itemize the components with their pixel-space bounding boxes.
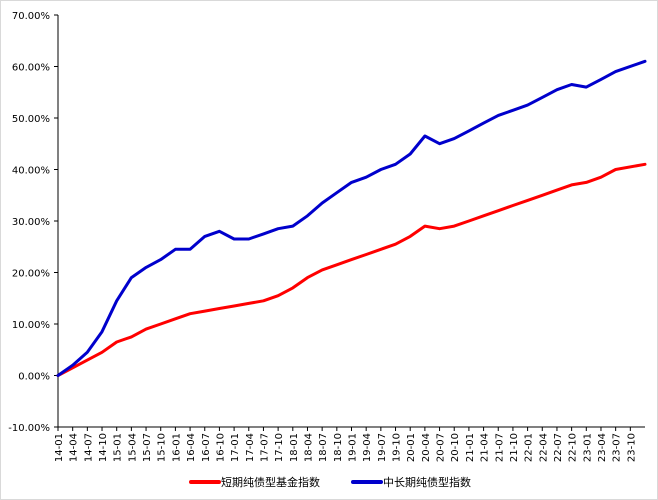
x-tick-label: 23-04: [597, 433, 608, 462]
x-tick-label: 16-07: [201, 433, 212, 462]
x-tick-label: 21-07: [494, 433, 505, 462]
x-tick-label: 19-01: [348, 433, 359, 462]
axes: [57, 15, 645, 428]
y-tick-label: 30.00%: [12, 217, 50, 228]
x-tick-label: 15-10: [157, 433, 168, 462]
x-tick-label: 20-04: [421, 433, 432, 462]
x-tick-label: 21-10: [509, 433, 520, 462]
y-tick-label: -10.00%: [8, 423, 50, 434]
x-tick-label: 16-01: [171, 433, 182, 462]
x-tick-label: 22-04: [538, 433, 549, 462]
x-tick-label: 22-07: [553, 433, 564, 462]
x-tick-label: 18-10: [333, 433, 344, 462]
x-tick-label: 17-07: [259, 433, 270, 462]
x-tick-label: 14-07: [83, 433, 94, 462]
x-axis-ticks: 14-01 14-04 14-07 14-10 15-01 15-04 15-07 15-10…: [54, 427, 637, 462]
x-tick-label: 23-01: [582, 433, 593, 462]
x-tick-label: 19-07: [377, 433, 388, 462]
x-tick-label: 19-10: [392, 433, 403, 462]
x-tick-label: 17-04: [245, 433, 256, 462]
y-tick-label: 70.00%: [12, 11, 50, 22]
y-axis-ticks: -10.00% 0.00% 10.00% 20.00% 30.00% 40.00% 50.0…: [8, 11, 58, 434]
x-tick-label: 18-07: [318, 433, 329, 462]
y-tick-label: 60.00%: [12, 63, 50, 74]
x-tick-label: 22-10: [568, 433, 579, 462]
series-lines: [56, 59, 647, 377]
x-tick-label: 14-04: [69, 433, 80, 462]
x-tick-label: 17-01: [230, 433, 241, 462]
x-tick-label: 21-04: [480, 433, 491, 462]
x-tick-label: 19-04: [362, 433, 373, 462]
x-tick-label: 16-04: [186, 433, 197, 462]
y-tick-label: 0.00%: [18, 372, 50, 383]
x-tick-label: 15-01: [113, 433, 124, 462]
x-tick-label: 17-10: [274, 433, 285, 462]
legend-label-1: 短期纯债型基金指数: [221, 475, 320, 489]
x-tick-label: 20-10: [450, 433, 461, 462]
y-tick-label: 20.00%: [12, 269, 50, 280]
x-tick-label: 21-01: [465, 433, 476, 462]
x-tick-label: 20-07: [436, 433, 447, 462]
x-tick-label: 23-10: [626, 433, 637, 462]
y-tick-label: 10.00%: [12, 320, 50, 331]
series-line-2: [56, 59, 647, 377]
x-tick-label: 22-01: [524, 433, 535, 462]
x-tick-label: 18-01: [289, 433, 300, 462]
x-tick-label: 14-10: [98, 433, 109, 462]
x-tick-label: 15-07: [142, 433, 153, 462]
series-line-1: [56, 162, 647, 377]
legend-label-2: 中长期纯债型指数: [383, 475, 471, 489]
x-tick-label: 20-01: [406, 433, 417, 462]
x-tick-label: 14-01: [54, 433, 65, 462]
x-tick-label: 15-04: [127, 433, 138, 462]
legend: 短期纯债型基金指数 中长期纯债型指数: [189, 475, 471, 489]
y-tick-label: 40.00%: [12, 166, 50, 177]
x-tick-label: 16-10: [215, 433, 226, 462]
x-tick-label: 18-04: [303, 433, 314, 462]
y-tick-label: 50.00%: [12, 114, 50, 125]
x-tick-label: 23-07: [612, 433, 623, 462]
